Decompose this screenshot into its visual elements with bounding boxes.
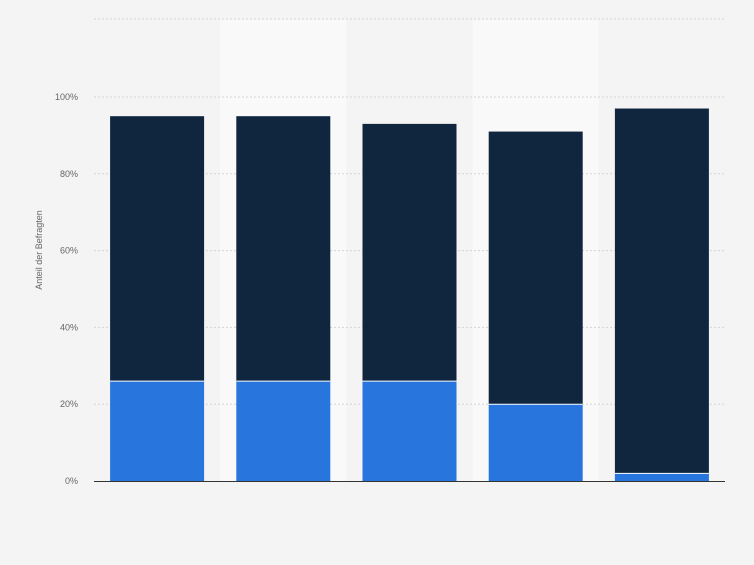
labels: Anteil der Befragten 0% 20% 40% 60% 80% 100% — [34, 92, 78, 486]
y-axis-title: Anteil der Befragten — [34, 210, 44, 290]
bar-segment-2-category-1[interactable] — [110, 116, 205, 382]
bars — [110, 108, 709, 481]
bar-segment-1-category-5[interactable] — [614, 473, 709, 481]
bar-segment-2-category-2[interactable] — [236, 116, 331, 382]
y-tick-label: 60% — [60, 246, 78, 256]
y-tick-label: 80% — [60, 169, 78, 179]
y-tick-label: 100% — [55, 92, 78, 102]
bar-segment-1-category-3[interactable] — [362, 381, 457, 481]
bar-segment-1-category-2[interactable] — [236, 381, 331, 481]
y-tick-label: 0% — [65, 476, 78, 486]
y-tick-label: 40% — [60, 322, 78, 332]
bar-segment-2-category-4[interactable] — [488, 131, 583, 405]
bar-segment-2-category-5[interactable] — [614, 108, 709, 474]
bar-segment-2-category-3[interactable] — [362, 123, 457, 382]
bar-segment-1-category-1[interactable] — [110, 381, 205, 481]
y-tick-label: 20% — [60, 399, 78, 409]
bar-segment-1-category-4[interactable] — [488, 404, 583, 481]
